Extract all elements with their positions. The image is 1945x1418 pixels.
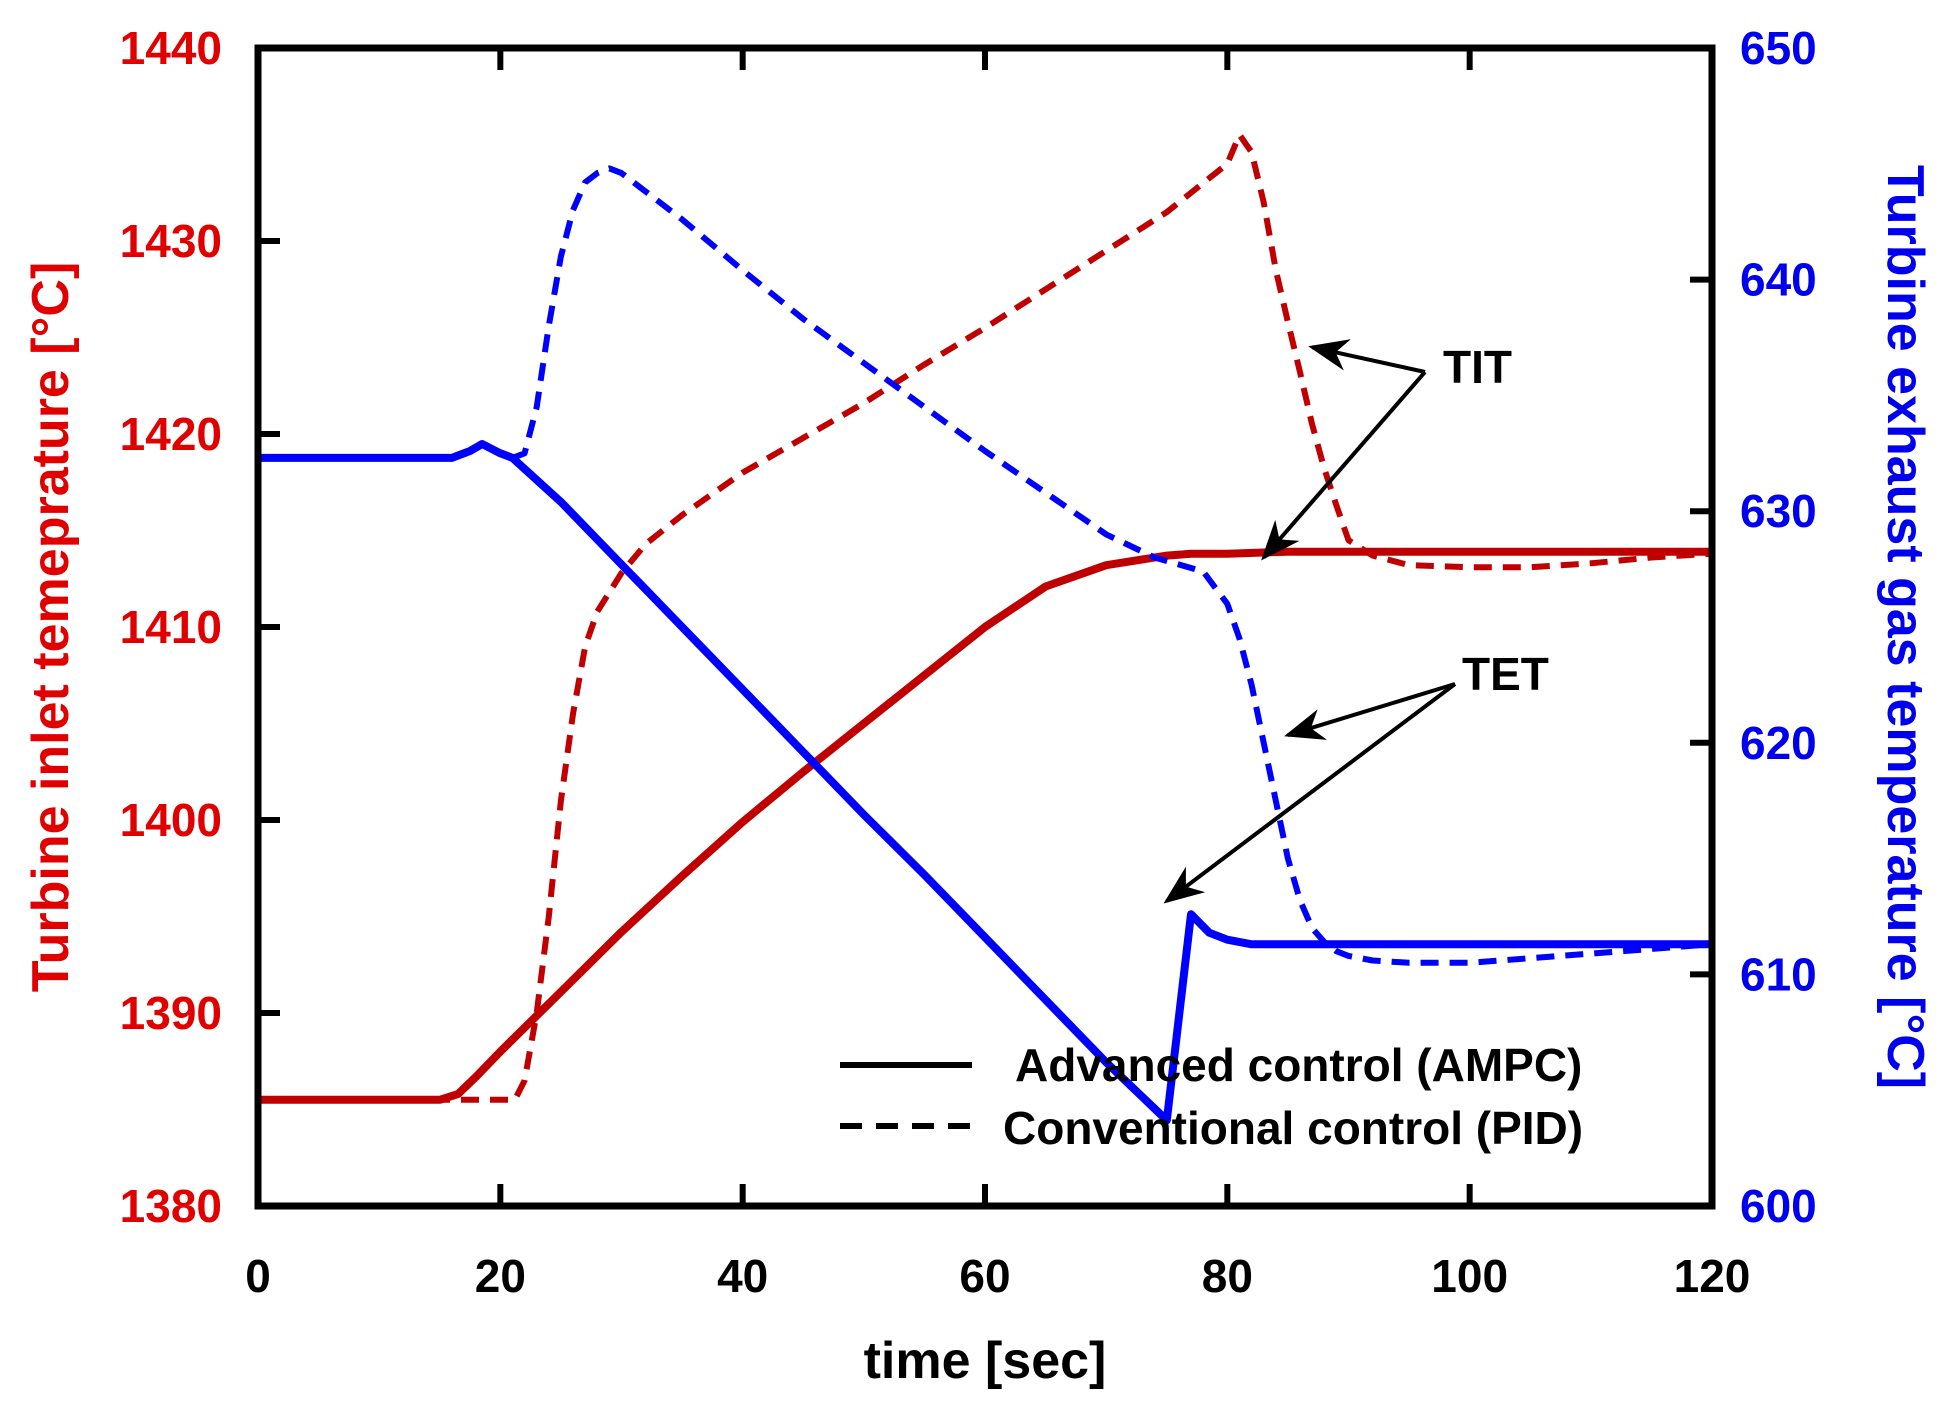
- legend: Advanced control (AMPC) Conventional con…: [840, 1039, 1583, 1154]
- x-tick-label: 60: [959, 1250, 1010, 1302]
- annotation-arrow-0-0: [1308, 339, 1426, 374]
- y-left-tick-label: 1400: [120, 794, 222, 846]
- x-tick-label: 20: [475, 1250, 526, 1302]
- plot-frame: [254, 44, 1716, 1210]
- series-layer: [258, 131, 1713, 1125]
- series-line-0: [258, 547, 1712, 1104]
- x-axis-title: time [sec]: [864, 1332, 1107, 1390]
- annotation-arrow-1-1: [1163, 682, 1457, 904]
- y-left-tick-label: 1430: [120, 215, 222, 267]
- tick-labels-layer: 0 20 40 60 80 100 120 1380 1390 1400 1410 1420 1430 1…: [120, 22, 1817, 1302]
- y-left-tick-label: 1380: [120, 1180, 222, 1232]
- y-left-tick-label: 1440: [120, 22, 222, 74]
- y-right-tick-label: 630: [1740, 485, 1817, 537]
- x-tick-label: 80: [1202, 1250, 1253, 1302]
- y-left-tick-label: 1390: [120, 987, 222, 1039]
- y-right-tick-label: 620: [1740, 717, 1817, 769]
- series-line-3: [258, 165, 1713, 966]
- y-right-tick-label: 610: [1740, 948, 1817, 1000]
- y-left-tick-label: 1420: [120, 408, 222, 460]
- y-right-tick-label: 650: [1740, 22, 1817, 74]
- y-left-tick-label: 1410: [120, 601, 222, 653]
- y-right-tick-label: 600: [1740, 1180, 1817, 1232]
- y-right-axis-title: Turbine exhaust gas temperature [°C]: [1876, 165, 1934, 1089]
- annotation-arrow-1-0: [1284, 682, 1456, 740]
- x-tick-label: 40: [717, 1250, 768, 1302]
- annotation-tet-label: TET: [1462, 648, 1549, 700]
- x-tick-label: 120: [1674, 1250, 1751, 1302]
- annotation-tit-label: TIT: [1443, 341, 1512, 393]
- y-left-axis-title: Turbine inlet temeprature [°C]: [22, 262, 80, 993]
- legend-label-pid: Conventional control (PID): [1003, 1102, 1583, 1154]
- annotations-layer: TIT TET: [1163, 339, 1549, 904]
- legend-label-ampc: Advanced control (AMPC): [1015, 1039, 1582, 1091]
- x-tick-label: 0: [245, 1250, 271, 1302]
- annotation-arrow-0-1: [1261, 370, 1427, 561]
- ticks-layer: [255, 45, 1715, 1209]
- x-tick-label: 100: [1431, 1250, 1508, 1302]
- y-right-tick-label: 640: [1740, 254, 1817, 306]
